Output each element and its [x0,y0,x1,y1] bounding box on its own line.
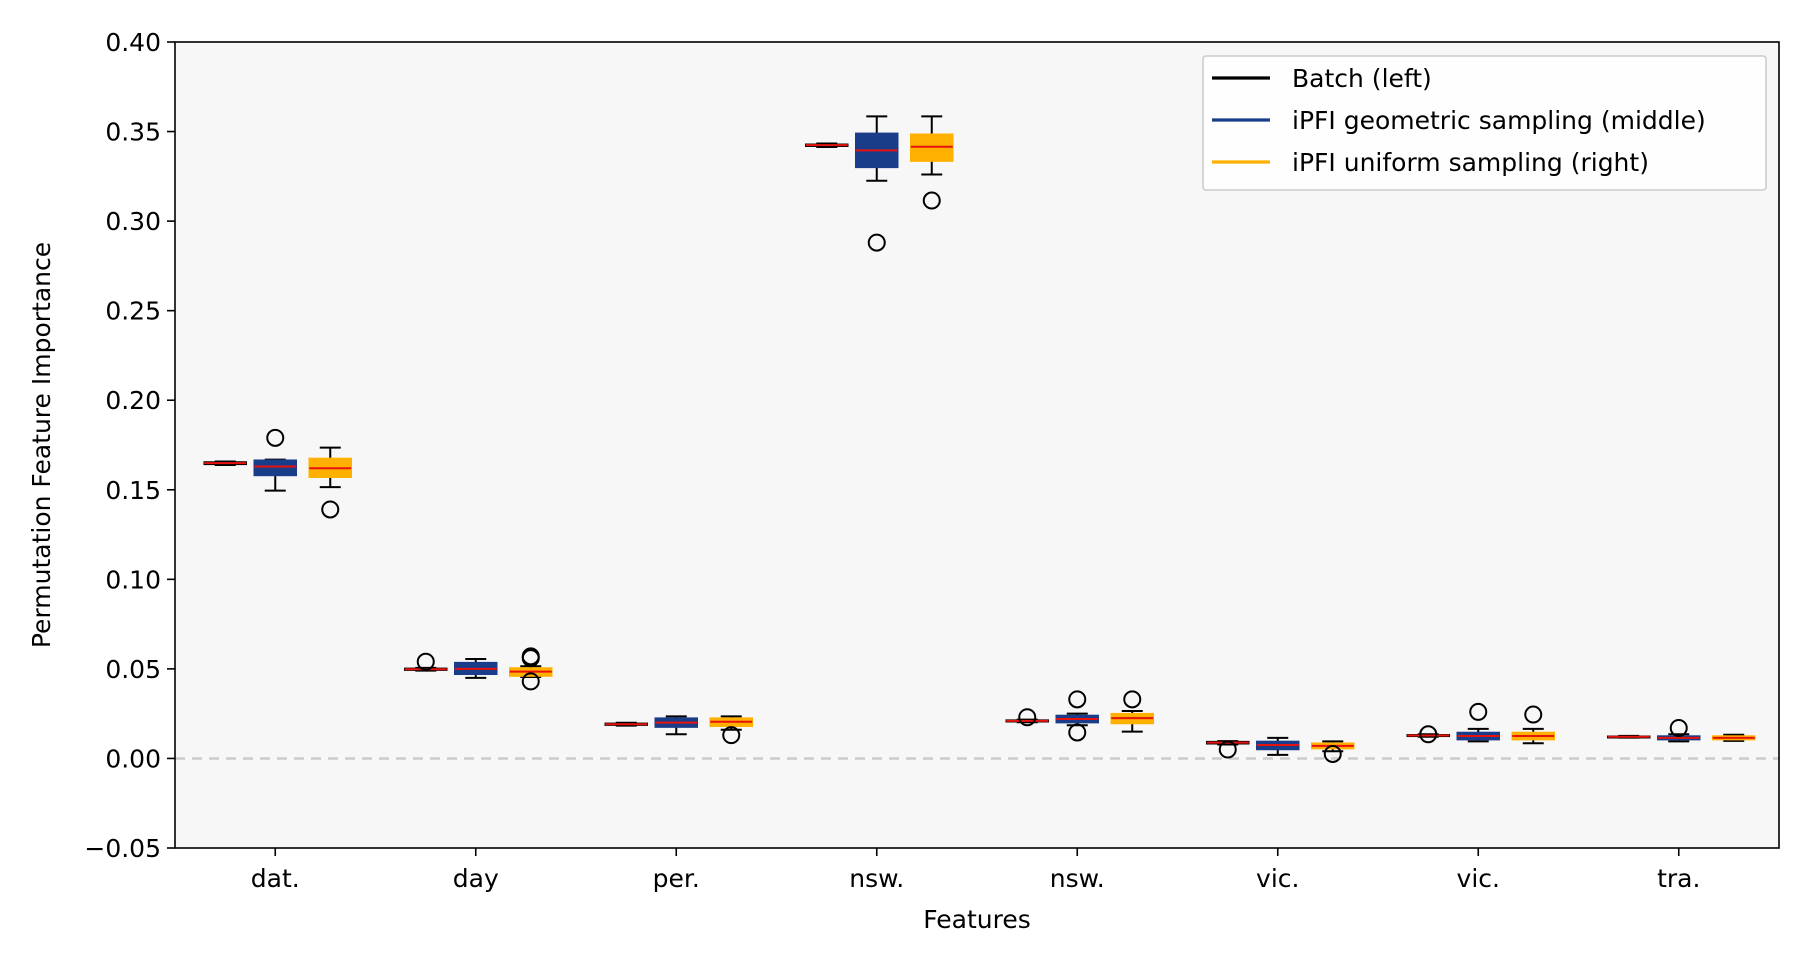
x-tick-label: nsw. [1050,864,1105,893]
x-tick-label: vic. [1256,864,1299,893]
x-axis: dat. day per. nsw. nsw. vic. vic. tra. [251,848,1700,893]
y-tick-label: 0.35 [105,118,161,147]
outlier-point [521,649,540,668]
x-tick-label: day [453,864,499,893]
outlier-point [1419,725,1438,744]
box-group [203,115,1756,763]
outlier-point [1669,718,1688,737]
box-2-7 [1712,733,1756,742]
y-tick-label: 0.20 [105,386,161,415]
box-0-7 [1607,734,1651,739]
legend-label-geometric: iPFI geometric sampling (middle) [1292,106,1706,135]
outlier-point [416,652,435,671]
x-tick-label: nsw. [849,864,904,893]
y-tick-label: 0.30 [105,207,161,236]
box-0-6 [1406,725,1450,744]
outlier-point [1469,702,1488,721]
box-2-0 [308,446,352,519]
box-2-3 [910,115,954,210]
outlier-point [1218,740,1237,759]
box-1-0 [253,428,297,492]
legend-label-uniform: iPFI uniform sampling (right) [1292,148,1649,177]
x-tick-label: tra. [1657,864,1700,893]
y-tick-label: 0.15 [105,476,161,505]
outlier-point [867,233,886,252]
y-tick-label: 0.25 [105,297,161,326]
outlier-point [1524,705,1543,724]
box-2-2 [709,715,753,745]
box-1-1 [454,658,498,679]
y-tick-label: 0.00 [105,744,161,773]
box-2-1 [509,647,553,691]
outlier-point [1068,723,1087,742]
box-1-3 [855,115,899,252]
box-0-2 [604,721,648,727]
outlier-point [266,428,285,447]
outlier-point [321,500,340,519]
outlier-point [521,672,540,691]
y-axis: −0.05 0.00 0.05 0.10 0.15 0.20 0.25 0.30 0.35 0.4… [84,28,175,863]
y-tick-label: 0.05 [105,655,161,684]
legend-label-batch: Batch (left) [1292,64,1432,93]
y-tick-label: −0.05 [84,834,161,863]
y-tick-label: 0.40 [105,28,161,57]
box-1-7 [1657,718,1701,743]
x-tick-label: vic. [1457,864,1500,893]
box-0-0 [203,460,247,467]
plot-frame [174,41,1780,849]
box-1-4 [1055,690,1099,742]
box-1-2 [654,715,698,736]
x-tick-label: per. [653,864,700,893]
outlier-point [922,191,941,210]
outlier-point [1068,690,1087,709]
box-0-5 [1206,740,1250,759]
box-2-6 [1511,705,1555,745]
box-1-6 [1456,702,1500,743]
legend-frame [1202,55,1767,191]
outlier-point [1123,690,1142,709]
box-2-4 [1110,690,1154,733]
y-axis-label: Permutation Feature Importance [27,242,56,648]
box-0-4 [1005,708,1049,727]
x-axis-label: Features [923,905,1031,934]
iqr-box [253,459,297,477]
box-0-1 [404,652,448,672]
outlier-point [722,726,741,745]
y-tick-label: 0.10 [105,565,161,594]
x-tick-label: dat. [251,864,300,893]
box-2-5 [1311,740,1355,763]
legend: Batch (left) iPFI geometric sampling (mi… [1202,55,1767,191]
box-0-3 [805,142,849,148]
box-1-5 [1256,736,1300,756]
outlier-point [1018,708,1037,727]
outlier-point [1323,744,1342,763]
